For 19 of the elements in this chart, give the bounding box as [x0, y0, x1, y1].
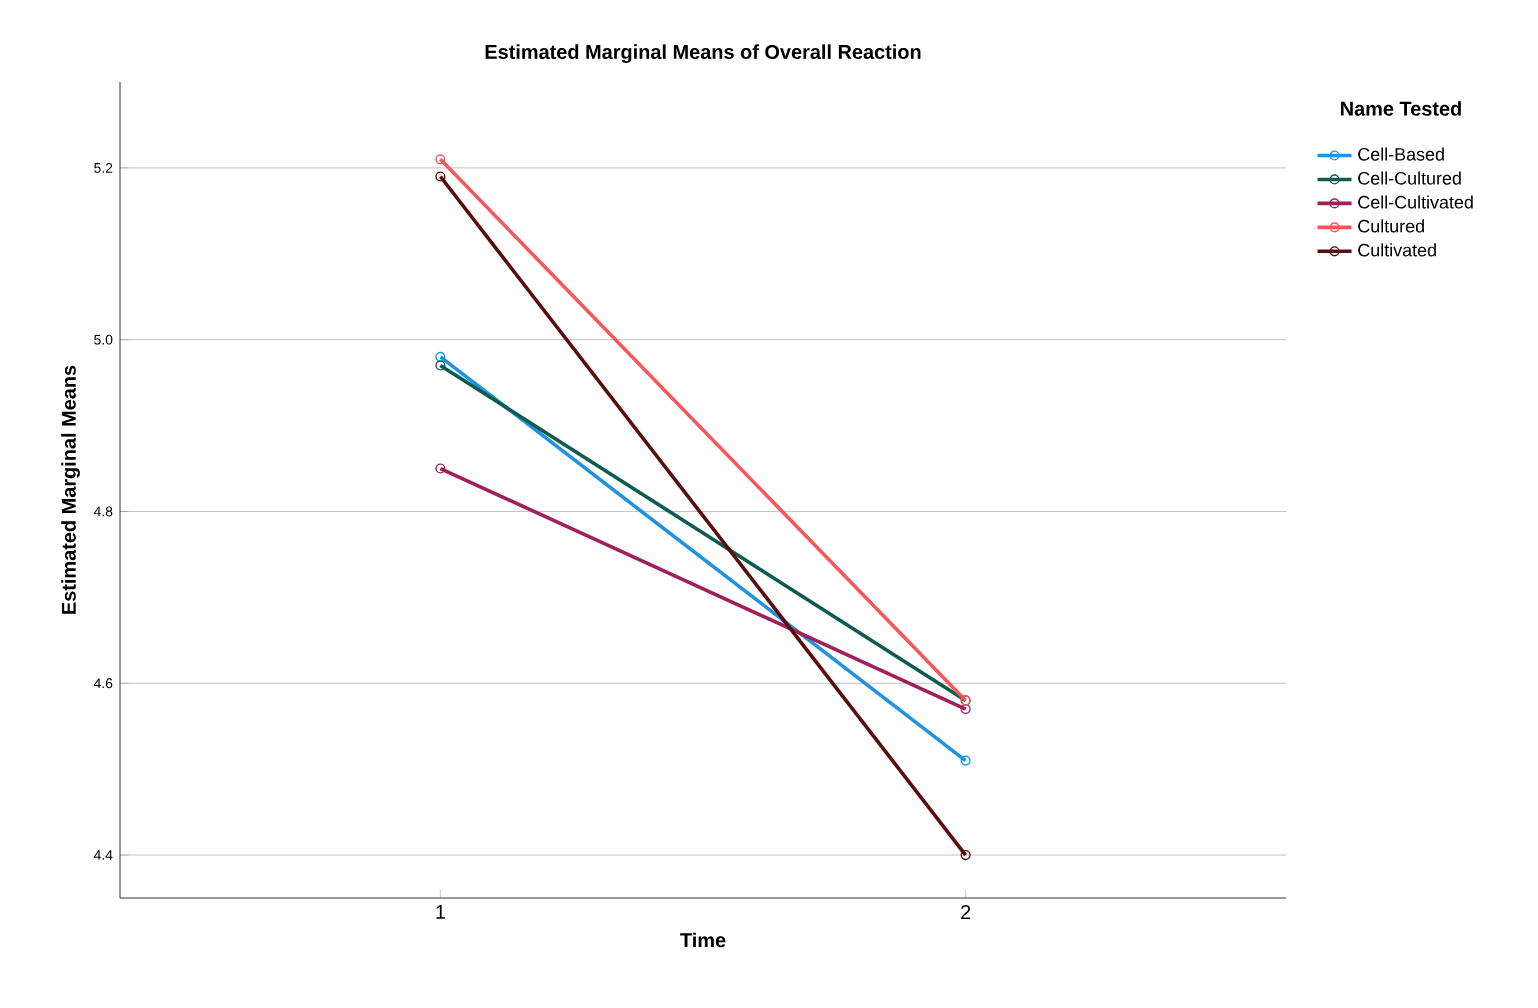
legend-title: Name Tested: [1341, 101, 1461, 116]
x-tick-label: 1: [436, 905, 445, 919]
legend-label: Cell-Based: [1358, 147, 1444, 161]
point: [435, 463, 446, 474]
legend-label: Cultured: [1358, 219, 1424, 233]
chart-title: Estimated Marginal Means of Overall Reaction: [485, 44, 921, 64]
point: [435, 360, 446, 371]
point: [960, 755, 971, 766]
point: [960, 849, 971, 861]
x-axis-title: Time: [680, 932, 726, 948]
legend-label: Cell-Cultured: [1358, 171, 1461, 185]
point: [435, 351, 446, 362]
point: [435, 171, 446, 182]
point: [960, 703, 971, 715]
legend-label: Cultivated: [1358, 243, 1436, 257]
y-axis-title: Estimated Marginal Means: [61, 365, 80, 614]
legend-label: Cell-Cultivated: [1358, 195, 1473, 209]
point: [435, 154, 446, 165]
x-tick-label: 2: [961, 905, 971, 919]
